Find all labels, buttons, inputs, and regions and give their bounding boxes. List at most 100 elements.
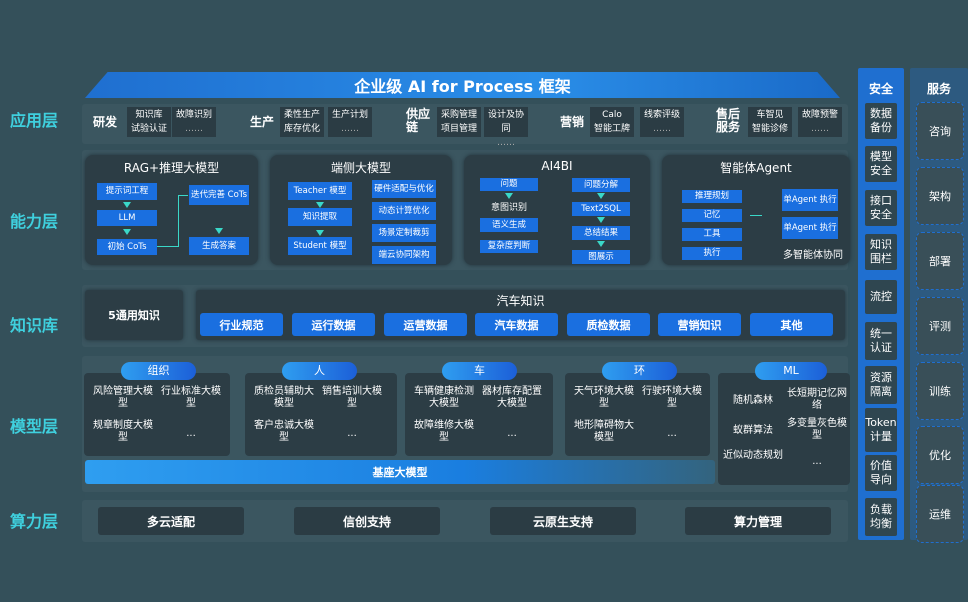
app-item: 生产计划 — [331, 110, 368, 120]
compute-item[interactable]: 算力管理 — [685, 507, 831, 535]
flow-box[interactable]: 迭代完善 CoTs — [189, 185, 249, 205]
model-item[interactable]: 长短期记忆网络 — [787, 388, 847, 411]
flow-box[interactable]: 提示词工程 — [97, 183, 157, 200]
knowledge-item[interactable]: 汽车数据 — [475, 313, 558, 336]
security-item[interactable]: 模型安全 — [865, 146, 897, 182]
security-item[interactable]: 价值导向 — [865, 455, 897, 491]
knowledge-item[interactable]: 运行数据 — [292, 313, 375, 336]
model-item[interactable]: ... — [812, 456, 822, 467]
security-item[interactable]: 流控 — [865, 280, 897, 314]
flow-box[interactable]: 语义生成 — [480, 218, 538, 232]
model-item[interactable]: 器材库存配置大模型 — [482, 386, 542, 409]
service-item[interactable]: 运维 — [916, 485, 964, 543]
model-item[interactable]: 近似动态规划 — [723, 450, 783, 461]
compute-item[interactable]: 信创支持 — [294, 507, 440, 535]
flow-box[interactable]: 生成答案 — [189, 237, 249, 255]
flow-box[interactable]: LLM — [97, 210, 157, 226]
model-item[interactable]: 多变量灰色模型 — [787, 418, 847, 441]
app-item-box: 车智见 智能诊修 — [748, 107, 792, 137]
flow-box[interactable]: 端云协同架构 — [372, 246, 436, 264]
connector-line — [750, 215, 762, 216]
app-item: …… — [497, 138, 515, 148]
compute-item[interactable]: 云原生支持 — [490, 507, 636, 535]
model-item[interactable]: 规章制度大模型 — [93, 420, 153, 443]
knowledge-item[interactable]: 营销知识 — [658, 313, 741, 336]
app-item[interactable]: 柔性生产 — [283, 110, 320, 120]
service-item[interactable]: 架构 — [916, 167, 964, 225]
flow-box[interactable]: 问题分解 — [572, 178, 630, 192]
security-title: 安全 — [868, 82, 893, 96]
flow-box[interactable]: 单Agent 执行 — [782, 189, 838, 211]
flow-box[interactable]: 动态计算优化 — [372, 202, 436, 220]
app-item[interactable]: 试验认证 — [130, 124, 167, 134]
model-item[interactable]: ... — [347, 428, 357, 439]
model-card-4 — [718, 373, 850, 485]
app-item[interactable]: 库存优化 — [283, 124, 320, 134]
card-title: 端侧大模型 — [330, 161, 391, 175]
knowledge-item[interactable]: 运营数据 — [384, 313, 467, 336]
app-item-box: 线索评级 …… — [640, 107, 684, 137]
model-item[interactable]: 天气环境大模型 — [574, 386, 634, 409]
model-item[interactable]: 蚁群算法 — [733, 425, 773, 436]
flow-box[interactable]: 记忆 — [682, 209, 742, 222]
app-item[interactable]: 采购管理 — [440, 110, 477, 120]
flow-box[interactable]: 知识提取 — [288, 208, 352, 226]
app-item: 故障识别 — [175, 110, 212, 120]
security-item[interactable]: 资源隔离 — [865, 366, 897, 404]
model-item[interactable]: 随机森林 — [733, 395, 773, 406]
service-item[interactable]: 部署 — [916, 232, 964, 290]
flow-box[interactable]: 初始 CoTs — [97, 239, 157, 255]
model-item[interactable]: 行业标准大模型 — [161, 386, 221, 409]
flow-box[interactable]: Text2SQL — [572, 202, 630, 216]
app-item[interactable]: Calo — [602, 110, 622, 120]
security-item[interactable]: 接口安全 — [865, 190, 897, 226]
security-item[interactable]: 负载均衡 — [865, 498, 897, 536]
model-item[interactable]: 客户忠诚大模型 — [254, 420, 314, 443]
security-item[interactable]: 统一认证 — [865, 322, 897, 360]
arrow-down-icon — [597, 241, 605, 247]
app-item[interactable]: 智能诊修 — [751, 124, 788, 134]
app-group-0: 研发 — [93, 115, 118, 129]
model-item[interactable]: ... — [507, 428, 517, 439]
knowledge-item[interactable]: 质检数据 — [567, 313, 650, 336]
security-item[interactable]: Token计量 — [865, 408, 897, 452]
flow-box[interactable]: 硬件适配与优化 — [372, 180, 436, 198]
flow-box[interactable]: 单Agent 执行 — [782, 217, 838, 239]
flow-box[interactable]: 执行 — [682, 247, 742, 260]
model-item[interactable]: 地形障碍物大模型 — [574, 420, 634, 443]
flow-box[interactable]: Student 模型 — [288, 237, 352, 255]
service-item[interactable]: 优化 — [916, 426, 964, 484]
layer-label: 知识库 — [10, 316, 59, 335]
compute-item[interactable]: 多云适配 — [98, 507, 244, 535]
flow-box[interactable]: 工具 — [682, 228, 742, 241]
knowledge-item[interactable]: 其他 — [750, 313, 833, 336]
app-item[interactable]: 知识库 — [135, 110, 163, 120]
model-item[interactable]: ... — [186, 428, 196, 439]
service-item[interactable]: 评测 — [916, 297, 964, 355]
app-item[interactable]: 智能工牌 — [593, 124, 630, 134]
flow-box[interactable]: 推理规划 — [682, 190, 742, 203]
flow-box[interactable]: 图展示 — [572, 250, 630, 264]
flow-box[interactable]: 场景定制裁剪 — [372, 224, 436, 242]
security-item[interactable]: 数据备份 — [865, 103, 897, 139]
service-item[interactable]: 咨询 — [916, 102, 964, 160]
flow-box[interactable]: 总结结果 — [572, 226, 630, 240]
model-item[interactable]: 质检员辅助大模型 — [254, 386, 314, 409]
service-item[interactable]: 训练 — [916, 362, 964, 420]
model-item[interactable]: 车辆健康检测大模型 — [414, 386, 474, 409]
arrow-down-icon — [505, 193, 513, 199]
flow-box[interactable]: 问题 — [480, 178, 538, 191]
model-item[interactable]: 故障维修大模型 — [414, 420, 474, 443]
security-item[interactable]: 知识围栏 — [865, 234, 897, 270]
flow-box[interactable]: Teacher 模型 — [288, 182, 352, 200]
app-item[interactable]: 车智见 — [756, 110, 784, 120]
knowledge-item[interactable]: 行业规范 — [200, 313, 283, 336]
services-title: 服务 — [926, 82, 951, 96]
model-item[interactable]: ... — [667, 428, 677, 439]
model-item[interactable]: 风险管理大模型 — [93, 386, 153, 409]
model-item[interactable]: 销售培训大模型 — [322, 386, 382, 409]
model-item[interactable]: 行驶环境大模型 — [642, 386, 702, 409]
flow-box[interactable]: 复杂度判断 — [480, 240, 538, 253]
app-item[interactable]: 项目管理 — [440, 124, 477, 134]
app-group-4: 售后服务 — [716, 107, 741, 134]
